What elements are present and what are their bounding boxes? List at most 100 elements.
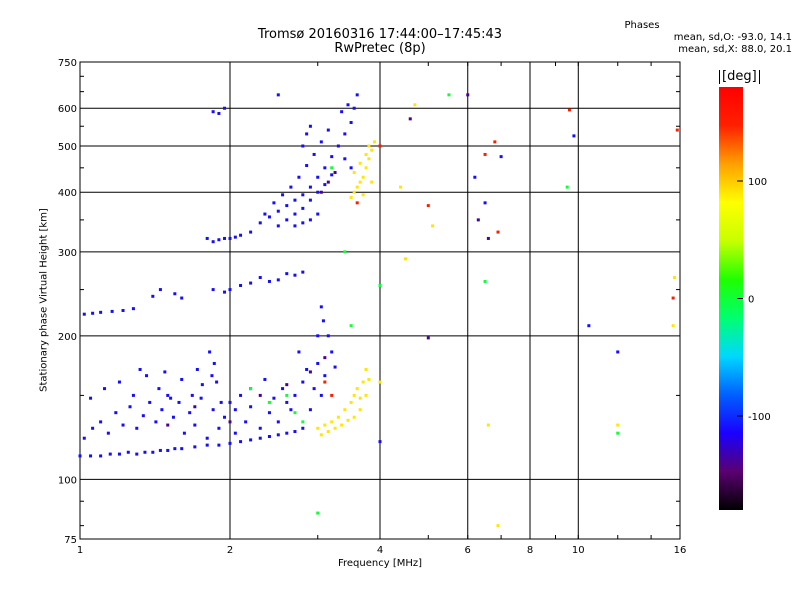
data-point: [358, 396, 362, 400]
data-point: [169, 396, 173, 400]
data-point: [352, 415, 356, 419]
data-point: [211, 110, 215, 114]
data-point: [99, 454, 103, 458]
data-point: [228, 400, 232, 404]
data-point: [447, 93, 451, 97]
data-point: [223, 106, 227, 110]
data-point: [285, 204, 289, 208]
data-point: [330, 173, 334, 177]
data-point: [671, 296, 675, 300]
data-point: [193, 445, 197, 449]
data-point: [180, 296, 184, 300]
data-point: [103, 387, 107, 391]
data-point: [675, 128, 679, 132]
data-point: [258, 276, 262, 280]
data-point: [138, 367, 142, 371]
data-point: [305, 132, 309, 136]
data-point: [361, 175, 365, 179]
data-point: [171, 415, 175, 419]
data-point: [223, 290, 227, 294]
data-point: [293, 393, 297, 397]
x-tick-label: 4: [377, 545, 383, 556]
data-point: [267, 215, 271, 219]
data-point: [177, 400, 181, 404]
phase-stats-heading: Phases: [624, 20, 660, 31]
data-point: [217, 238, 221, 242]
data-point: [289, 408, 293, 412]
data-point: [297, 350, 301, 354]
data-point: [199, 396, 203, 400]
data-point: [217, 443, 221, 447]
data-point: [263, 212, 267, 216]
data-point: [319, 190, 323, 194]
data-point: [158, 288, 162, 292]
data-point: [352, 106, 356, 110]
chart-title: Tromsø 20160316 17:44:00–17:45:43: [257, 27, 503, 42]
data-point: [673, 276, 677, 280]
data-point: [355, 93, 359, 97]
data-point: [373, 140, 377, 144]
y-tick-label: 500: [58, 142, 77, 153]
data-point: [486, 423, 490, 427]
data-point: [349, 324, 353, 328]
data-point: [308, 370, 312, 374]
data-point: [301, 380, 305, 384]
data-point: [378, 380, 382, 384]
data-point: [158, 448, 162, 452]
data-point: [431, 224, 435, 228]
data-point: [323, 374, 327, 378]
data-point: [361, 380, 365, 384]
data-point: [145, 374, 149, 378]
data-point: [285, 393, 289, 397]
data-point: [154, 420, 158, 424]
data-point: [258, 436, 262, 440]
data-point: [323, 166, 327, 170]
data-point: [135, 426, 139, 430]
data-point: [131, 307, 135, 311]
data-point: [78, 454, 82, 458]
data-point: [117, 452, 121, 456]
data-point: [117, 380, 121, 384]
data-point: [285, 383, 289, 387]
data-point: [316, 334, 320, 338]
data-point: [316, 426, 320, 430]
data-point: [326, 128, 330, 132]
data-point: [188, 411, 192, 415]
data-point: [205, 436, 209, 440]
data-point: [258, 393, 262, 397]
data-point: [340, 110, 344, 114]
data-point: [110, 309, 114, 313]
data-point: [89, 396, 93, 400]
data-point: [349, 195, 353, 199]
data-point: [301, 144, 305, 148]
x-axis-ticks: 1 2 4 6 8 10 16: [77, 62, 686, 556]
data-point: [587, 324, 591, 328]
data-point: [330, 393, 334, 397]
data-point: [190, 393, 194, 397]
data-point: [211, 408, 215, 412]
colorbar-tick-label: 0: [748, 295, 754, 306]
data-point: [293, 411, 297, 415]
data-point: [364, 393, 368, 397]
data-point: [316, 361, 320, 365]
data-point: [355, 387, 359, 391]
colorbar-tick-label: -100: [748, 412, 771, 423]
data-point: [267, 279, 271, 283]
data-point: [217, 111, 221, 115]
data-point: [361, 193, 365, 197]
data-point: [343, 408, 347, 412]
data-point: [208, 350, 212, 354]
data-point: [364, 367, 368, 371]
data-point: [99, 420, 103, 424]
y-axis-ticks: 75 100 200 300 400 500 600 750: [58, 58, 680, 546]
data-point: [301, 420, 305, 424]
data-point: [483, 152, 487, 156]
data-point: [355, 201, 359, 205]
data-point: [316, 212, 320, 216]
data-point: [330, 420, 334, 424]
data-point: [343, 157, 347, 161]
data-point: [671, 324, 675, 328]
data-point: [319, 393, 323, 397]
data-point: [473, 175, 477, 179]
